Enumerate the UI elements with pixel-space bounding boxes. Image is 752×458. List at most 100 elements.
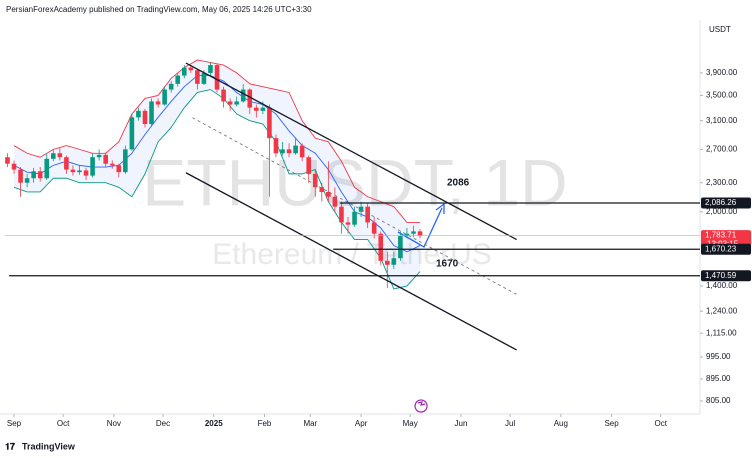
x-tick-label: Oct	[654, 419, 667, 428]
price-tag-label: 1,470.59	[705, 271, 737, 280]
candle-body	[306, 157, 312, 174]
candle-body	[64, 157, 69, 170]
candle-body	[44, 158, 50, 179]
candle-body	[273, 138, 279, 154]
candle-body	[57, 153, 63, 158]
candle-body	[234, 101, 239, 105]
candle-body	[280, 149, 285, 154]
x-tick-label: Dec	[156, 419, 170, 428]
candle-body	[142, 110, 148, 125]
x-tick-label: Sep	[7, 419, 22, 428]
x-tick-label: Aug	[554, 419, 568, 428]
candle-body	[358, 206, 364, 212]
y-tick-label: 805.00	[706, 396, 731, 405]
candle-body	[326, 191, 331, 197]
candle-body	[260, 107, 266, 111]
candle-body	[299, 145, 305, 158]
price-tag-label: 1,783.71	[705, 231, 737, 240]
candle-body	[103, 154, 108, 164]
y-tick-label: 995.00	[706, 352, 731, 361]
y-tick-label: 1,400.00	[706, 281, 738, 290]
annotation: 1670	[436, 259, 459, 270]
y-tick-label: 2,300.00	[706, 178, 738, 187]
tv-logo-mark: 𝟏𝟕	[5, 441, 15, 451]
candle-body	[175, 75, 181, 84]
candle-body	[267, 107, 272, 139]
y-tick-label: 1,115.00	[706, 328, 737, 337]
band-line	[13, 89, 421, 290]
watermark-symbol: ETHUSDT, 1D	[142, 145, 567, 219]
candle-body	[77, 170, 82, 173]
candle-body	[339, 206, 344, 223]
footer: TradingView	[22, 441, 76, 451]
y-tick-label: 895.00	[706, 374, 731, 383]
candle-body	[214, 65, 220, 90]
candle-body	[83, 170, 89, 176]
annotation: 2086	[447, 178, 470, 189]
candle-body	[201, 72, 207, 84]
candle-body	[50, 153, 56, 159]
candle-body	[168, 83, 174, 90]
band-fill	[14, 59, 421, 289]
price-tag	[701, 243, 751, 255]
candle-body	[411, 231, 416, 234]
y-tick-label: 3,500.00	[706, 91, 738, 100]
candle-body	[352, 211, 357, 225]
candle-body	[404, 233, 410, 237]
y-tick-label: 2,000.00	[706, 207, 738, 216]
candle-body	[90, 157, 95, 176]
candle-body	[70, 169, 76, 173]
candle-body	[286, 149, 292, 154]
candle-body	[398, 236, 403, 259]
price-tag-label: 2,086.26	[705, 198, 737, 207]
event-icon	[414, 399, 428, 413]
candle-body	[116, 165, 122, 173]
candle-body	[319, 187, 325, 192]
candle-body	[293, 145, 298, 154]
price-tag	[701, 270, 751, 282]
plot	[5, 59, 700, 351]
candle-body	[384, 260, 390, 265]
candle-body	[129, 117, 135, 150]
x-tick-label: Jun	[455, 419, 468, 428]
candle-body	[240, 89, 246, 102]
x-tick-label: Feb	[258, 419, 272, 428]
candle-body	[247, 89, 253, 108]
candle-body	[18, 169, 23, 183]
candle-body	[162, 89, 167, 105]
candle-body	[123, 149, 128, 173]
candle-body	[155, 101, 161, 105]
x-tick-label: Oct	[57, 419, 70, 428]
candle-body	[208, 65, 213, 73]
x-tick-label: Jul	[505, 419, 515, 428]
x-tick-label: May	[403, 419, 418, 428]
candle-body	[136, 110, 141, 118]
candle-body	[312, 173, 318, 188]
trend-line	[185, 172, 517, 351]
trend-line	[185, 62, 517, 241]
x-tick-label: Apr	[355, 419, 368, 428]
currency: USDT	[709, 25, 731, 34]
y-tick-label: 3,100.00	[706, 116, 738, 125]
x-tick-label: Sep	[604, 419, 619, 428]
candle-body	[332, 196, 338, 207]
candle-body	[345, 222, 351, 225]
candle-body	[181, 67, 187, 76]
candle-body	[188, 67, 194, 71]
candle-body	[109, 163, 115, 166]
candle-body	[5, 157, 10, 164]
x-tick-label: Mar	[303, 419, 317, 428]
candle-body	[254, 107, 259, 111]
candle-body	[31, 171, 36, 179]
candle-body	[391, 258, 397, 265]
candle-body	[221, 89, 226, 102]
candle-body	[96, 154, 102, 158]
candle-body	[227, 101, 233, 105]
watermark-description: Ethereum / TetherUS	[212, 238, 492, 271]
candle-body	[195, 70, 200, 84]
y-tick-label: 1,240.00	[706, 306, 738, 315]
y-tick-label: 2,700.00	[706, 144, 738, 153]
candle-body	[365, 206, 370, 223]
y-tick-label: 3,900.00	[706, 68, 738, 77]
